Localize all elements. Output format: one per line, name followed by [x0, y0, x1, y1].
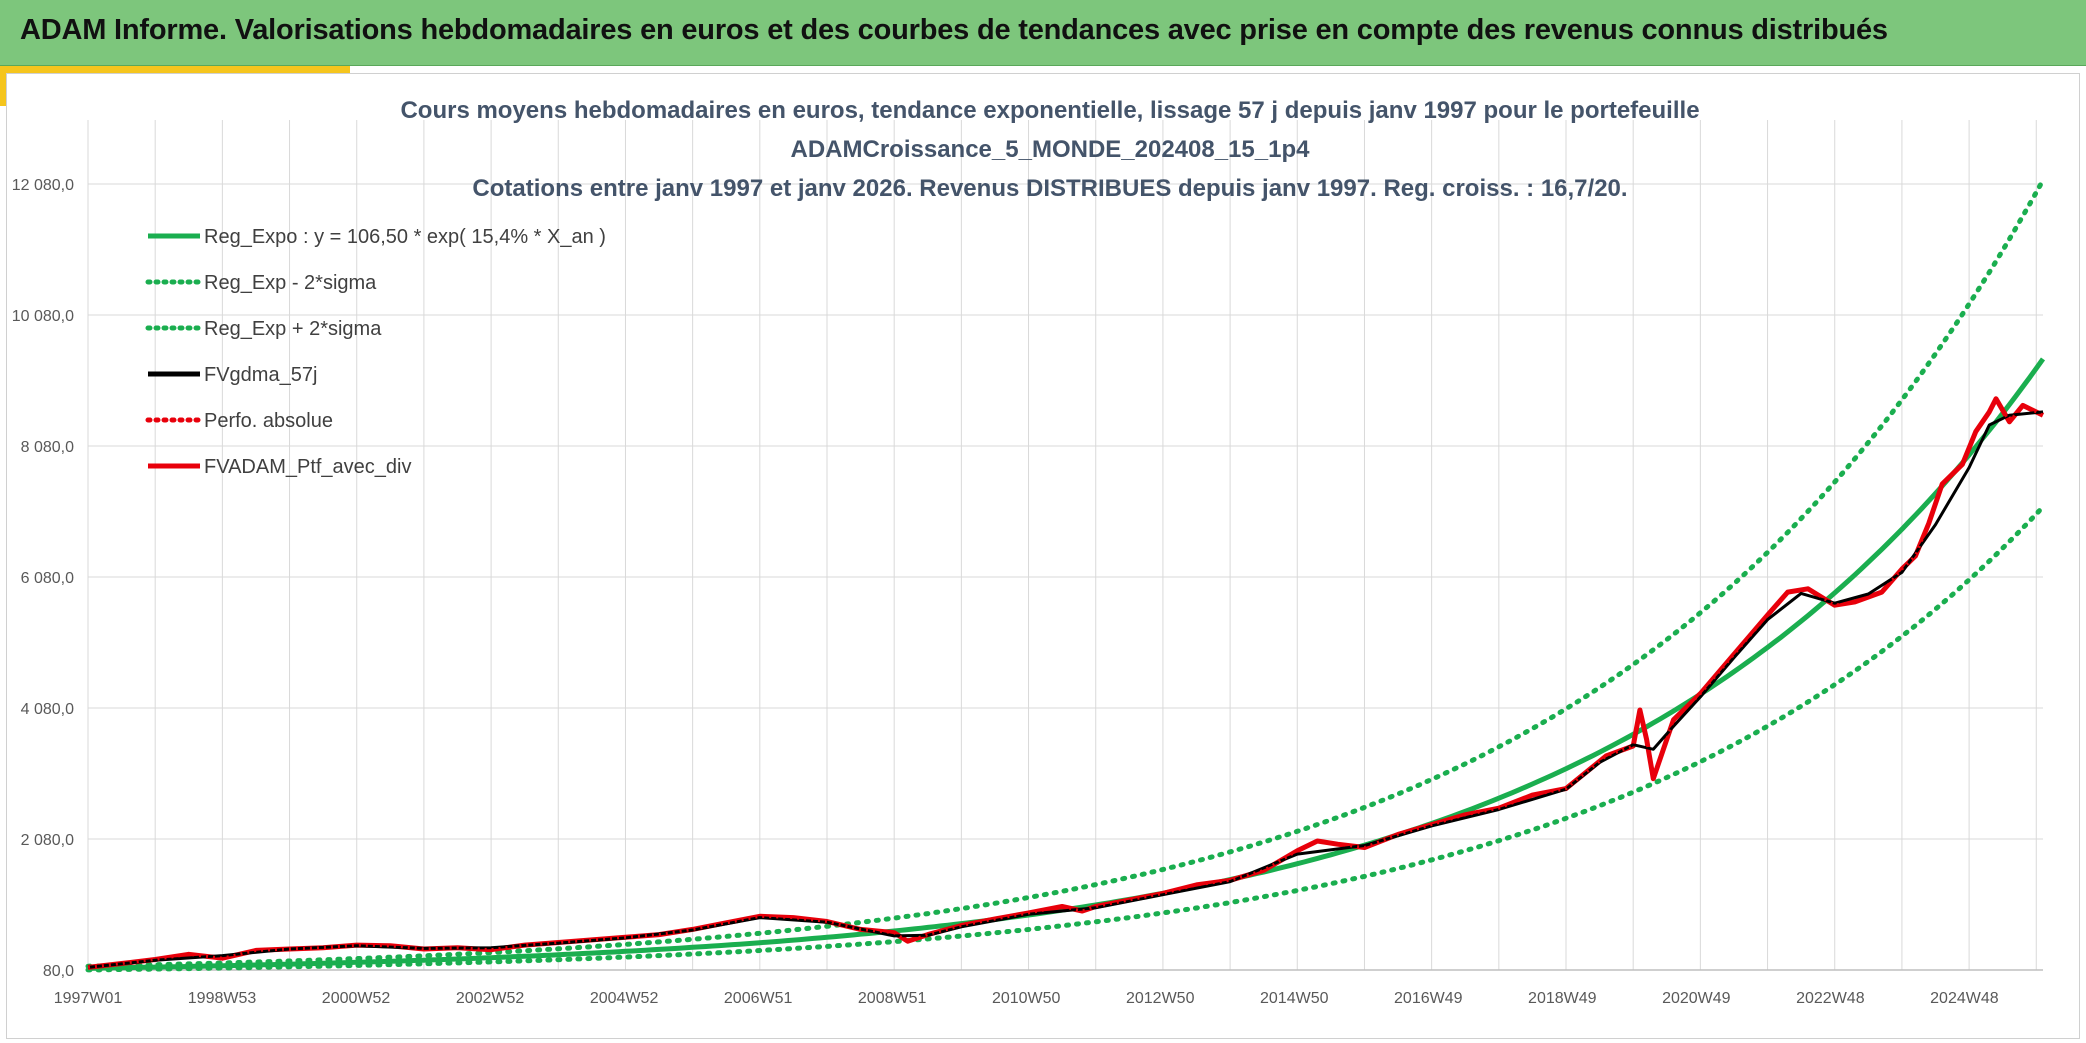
x-tick-label: 2008W51 — [858, 990, 927, 1007]
series — [85, 177, 2046, 973]
header-bar: ADAM Informe. Valorisations hebdomadaire… — [0, 0, 2086, 66]
legend-label: Perfo. absolue — [204, 410, 333, 432]
chart-title-line-3: Cotations entre janv 1997 et janv 2026. … — [472, 175, 1627, 202]
x-tick-label: 1997W01 — [54, 990, 123, 1007]
series-fvadam-ptf-avec-div — [87, 396, 2045, 970]
page-title: ADAM Informe. Valorisations hebdomadaire… — [20, 14, 1888, 46]
x-tick-label: 2002W52 — [456, 990, 525, 1007]
series-reg-exp-plus-2sigma — [85, 177, 2046, 969]
x-tick-label: 2022W48 — [1796, 990, 1865, 1007]
x-tick-label: 2020W49 — [1662, 990, 1731, 1007]
y-tick-label: 12 080,0 — [12, 177, 74, 194]
legend-label: FVgdma_57j — [204, 364, 317, 386]
legend-label: Reg_Exp + 2*sigma — [204, 318, 382, 340]
legend-label: Reg_Exp - 2*sigma — [204, 272, 377, 294]
series-fvgdma-57j — [87, 410, 2044, 969]
axes: 80,0 2 080,0 4 080,0 6 080,0 8 080,0 10 080,0… — [12, 177, 2043, 1007]
chart-title: Cours moyens hebdomadaires en euros, ten… — [400, 97, 1699, 202]
series-reg-exp-minus-2sigma — [85, 504, 2046, 973]
chart-title-line-2: ADAMCroissance_5_MONDE_202408_15_1p4 — [791, 136, 1311, 163]
accent-left-bar — [0, 66, 7, 106]
x-tick-label: 2014W50 — [1260, 990, 1329, 1007]
y-tick-label: 10 080,0 — [12, 308, 74, 325]
x-tick-label: 2004W52 — [590, 990, 659, 1007]
legend-label: FVADAM_Ptf_avec_div — [204, 456, 412, 478]
x-tick-label: 2024W48 — [1930, 990, 1999, 1007]
x-tick-label: 2016W49 — [1394, 990, 1463, 1007]
series-perfo-absolue — [87, 395, 2044, 969]
x-tick-label: 2000W52 — [322, 990, 391, 1007]
legend: Reg_Expo : y = 106,50 * exp( 15,4% * X_a… — [145, 226, 606, 478]
x-tick-label: 2010W50 — [992, 990, 1061, 1007]
chart-title-line-1: Cours moyens hebdomadaires en euros, ten… — [400, 97, 1699, 124]
x-tick-label: 2006W51 — [724, 990, 793, 1007]
legend-label: Reg_Expo : y = 106,50 * exp( 15,4% * X_a… — [204, 226, 606, 248]
y-tick-label: 6 080,0 — [21, 570, 74, 587]
x-tick-label: 1998W53 — [188, 990, 257, 1007]
y-tick-label: 2 080,0 — [21, 832, 74, 849]
series-reg-expo — [87, 357, 2046, 971]
y-tick-label: 8 080,0 — [21, 439, 74, 456]
accent-bar — [0, 66, 350, 73]
chart-frame — [6, 73, 2080, 1039]
x-tick-label: 2018W49 — [1528, 990, 1597, 1007]
x-tick-label: 2012W50 — [1126, 990, 1195, 1007]
y-tick-label: 4 080,0 — [21, 701, 74, 718]
y-tick-label: 80,0 — [43, 963, 74, 980]
